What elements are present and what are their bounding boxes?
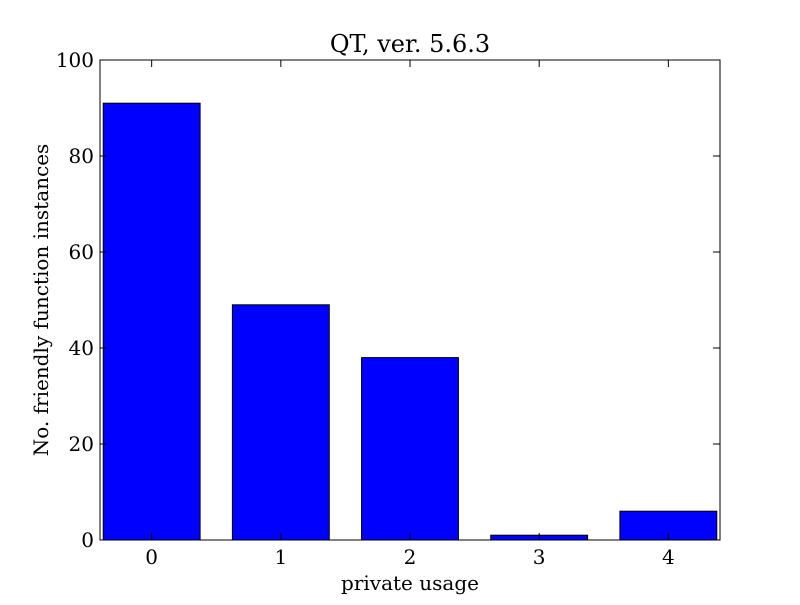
y-tick-label-100: 100 [56,48,94,72]
chart-title: QT, ver. 5.6.3 [330,30,490,58]
x-axis-label: private usage [341,571,479,595]
y-axis-label: No. friendly function instances [29,144,53,457]
bar-0 [102,102,201,541]
ticks-layer [100,59,720,541]
x-tick-label-1: 1 [274,545,287,569]
x-tick-label-2: 2 [404,545,417,569]
y-tick-label-20: 20 [69,432,94,456]
bar-1 [231,304,330,541]
x-tick-label-4: 4 [662,545,675,569]
y-tick-label-40: 40 [69,336,94,360]
bar-2 [361,357,459,541]
x-tick-label-3: 3 [533,545,546,569]
y-tick-label-60: 60 [69,240,94,264]
y-tick-label-80: 80 [69,144,94,168]
y-tick-label-0: 0 [81,528,94,552]
x-tick-label-0: 0 [145,545,158,569]
bars-layer [102,102,718,541]
